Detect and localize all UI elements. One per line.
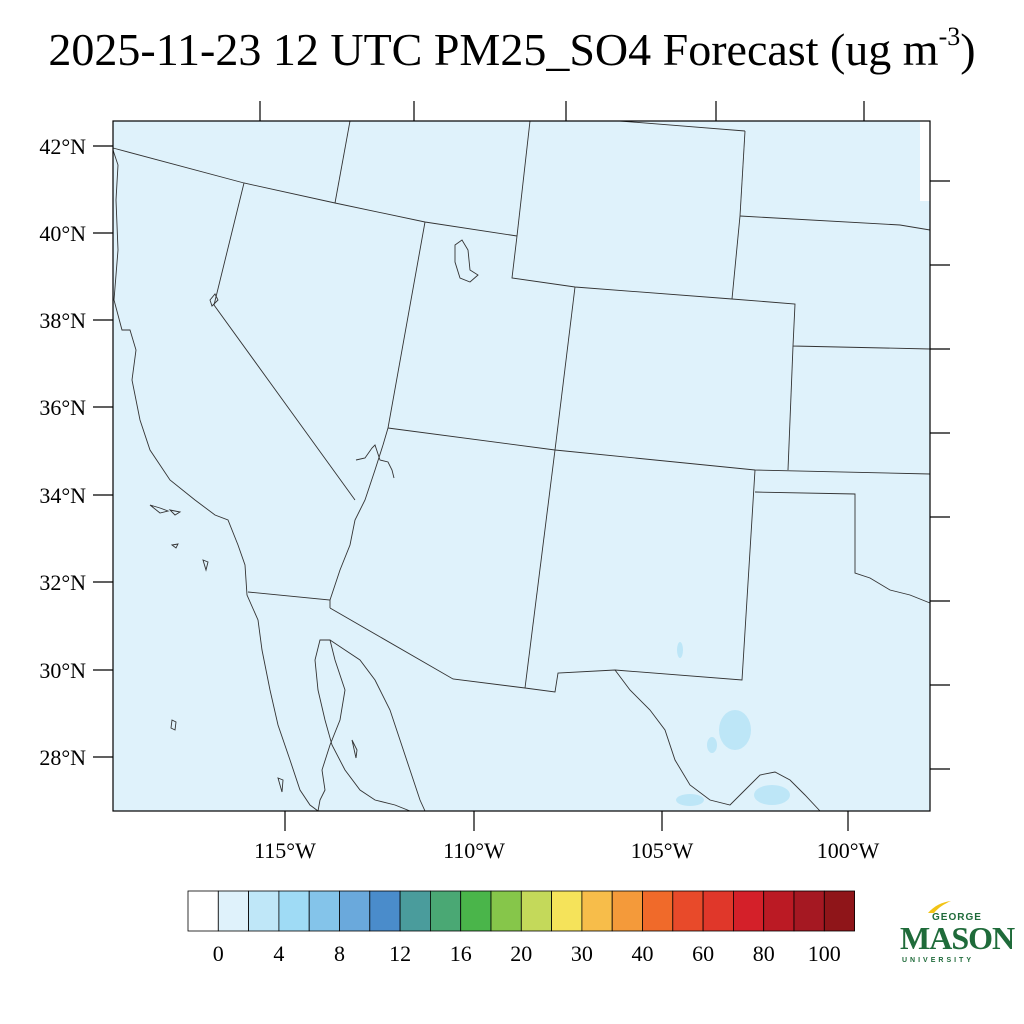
- colorbar-swatch: [278, 890, 310, 932]
- colorbar-label: 40: [632, 941, 654, 966]
- lat-label: 40°N: [39, 221, 86, 246]
- colorbar: [187, 890, 855, 932]
- colorbar-label: 8: [334, 941, 345, 966]
- lat-label: 30°N: [39, 658, 86, 683]
- colorbar-labels: 0 4 8 12 16 20 30 40 60 80 100: [213, 941, 841, 966]
- colorbar-swatch: [642, 890, 674, 932]
- logo-line-mason: MASON: [900, 920, 1015, 956]
- map-panel: [112, 120, 931, 812]
- colorbar-swatch: [369, 890, 401, 932]
- colorbar-label: 60: [692, 941, 714, 966]
- map-title: 2025-11-23 12 UTC PM25_SO4 Forecast (ug …: [48, 22, 976, 75]
- colorbar-swatch: [520, 890, 552, 932]
- lat-label: 28°N: [39, 745, 86, 770]
- colorbar-swatch: [187, 890, 219, 932]
- lon-label: 100°W: [817, 838, 880, 863]
- colorbar-label: 100: [808, 941, 841, 966]
- colorbar-swatch: [823, 890, 855, 932]
- logo-swoosh-icon: [928, 901, 951, 913]
- colorbar-swatch: [490, 890, 522, 932]
- lon-label: 115°W: [254, 838, 316, 863]
- colorbar-label: 30: [571, 941, 593, 966]
- colorbar-swatch: [763, 890, 795, 932]
- colorbar-label: 4: [273, 941, 284, 966]
- axis-ticks: [93, 101, 950, 831]
- colorbar-label: 20: [510, 941, 532, 966]
- colorbar-swatch: [793, 890, 825, 932]
- colorbar-swatch: [308, 890, 340, 932]
- lat-label: 34°N: [39, 483, 86, 508]
- colorbar-swatch: [248, 890, 280, 932]
- logo-line-university: UNIVERSITY: [902, 957, 975, 964]
- colorbar-swatch: [460, 890, 492, 932]
- colorbar-swatch: [733, 890, 765, 932]
- colorbar-swatch: [551, 890, 583, 932]
- lat-label: 36°N: [39, 395, 86, 420]
- colorbar-swatch: [702, 890, 734, 932]
- water-bodies: [676, 642, 790, 806]
- boundaries: [112, 120, 931, 812]
- colorbar-swatch: [672, 890, 704, 932]
- latitude-labels: 42°N 40°N 38°N 36°N 34°N 32°N 30°N 28°N: [39, 134, 86, 770]
- gmu-logo: GEORGE MASON UNIVERSITY: [896, 900, 1015, 970]
- lat-label: 38°N: [39, 308, 86, 333]
- colorbar-swatch: [399, 890, 431, 932]
- colorbar-label: 0: [213, 941, 224, 966]
- colorbar-label: 80: [753, 941, 775, 966]
- lat-label: 42°N: [39, 134, 86, 159]
- lon-label: 105°W: [631, 838, 694, 863]
- colorbar-label: 12: [389, 941, 411, 966]
- colorbar-swatch: [429, 890, 462, 932]
- lon-label: 110°W: [443, 838, 505, 863]
- colorbar-swatch: [339, 890, 371, 932]
- colorbar-swatch: [217, 890, 250, 932]
- colorbar-label: 16: [450, 941, 472, 966]
- longitude-labels: 115°W 110°W 105°W 100°W: [254, 838, 879, 863]
- colorbar-swatch: [611, 890, 643, 932]
- lat-label: 32°N: [39, 570, 86, 595]
- logo-line-george: GEORGE: [932, 912, 982, 923]
- colorbar-swatch: [581, 890, 613, 932]
